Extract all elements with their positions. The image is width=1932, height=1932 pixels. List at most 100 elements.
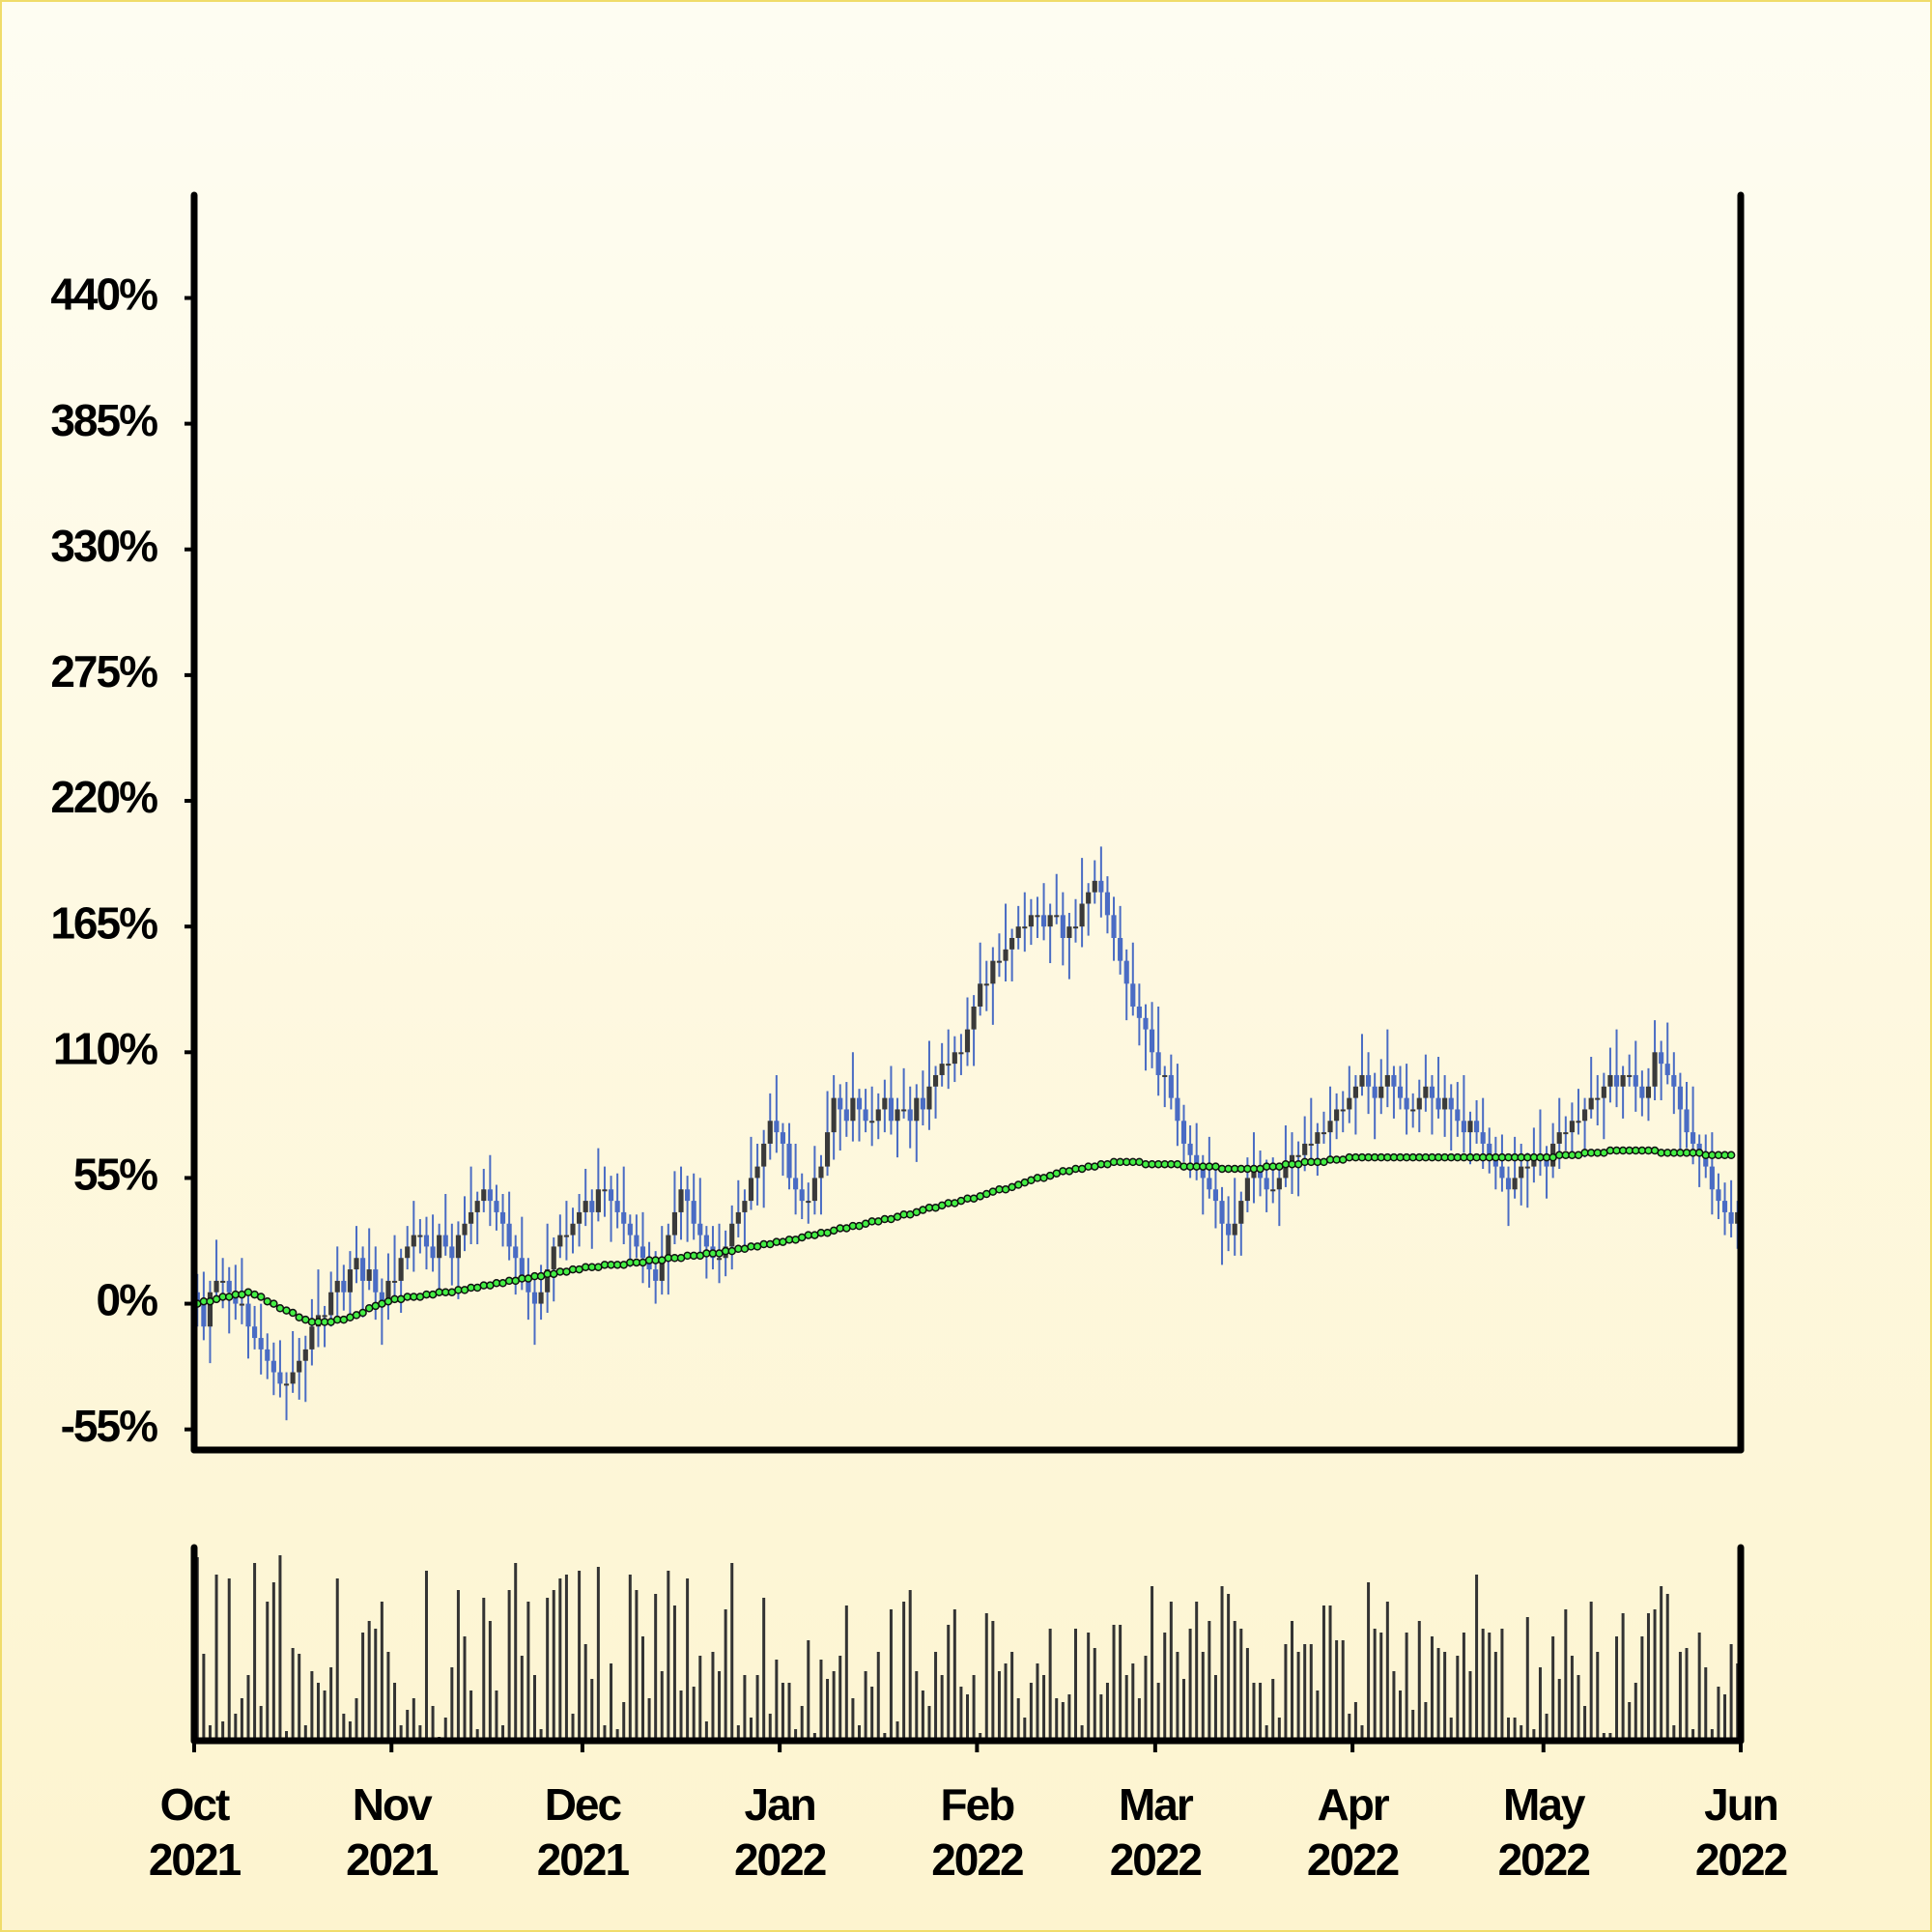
volume-bar [374, 1629, 378, 1741]
candle-body [290, 1372, 296, 1384]
volume-bar [291, 1648, 295, 1741]
x-tick-label: May 2022 [1497, 1779, 1591, 1885]
volume-bar [883, 1733, 887, 1741]
volume-bar [1532, 1729, 1536, 1741]
x-tick-label: Oct 2021 [148, 1779, 242, 1885]
candle-body [1709, 1166, 1715, 1190]
volume-bar [934, 1652, 938, 1741]
volume-bar [1087, 1633, 1091, 1741]
candle-body [1212, 1189, 1219, 1202]
candle-body [939, 1064, 945, 1075]
volume-bar [908, 1590, 912, 1741]
candle-body [983, 983, 989, 986]
volume-bar [979, 1733, 982, 1741]
volume-bar [406, 1710, 410, 1741]
candle-body [767, 1121, 773, 1144]
candle-body [474, 1201, 480, 1212]
candle-body [277, 1372, 283, 1384]
volume-bar [316, 1683, 320, 1741]
volume-bar [1284, 1644, 1288, 1741]
volume-bar [1475, 1575, 1479, 1741]
volume-bar [1373, 1629, 1377, 1741]
candle-body [971, 1006, 977, 1030]
candle-body [220, 1280, 226, 1283]
candle-body [1677, 1086, 1683, 1110]
volume-bar [718, 1671, 722, 1741]
volume-bar [679, 1690, 683, 1741]
candle-body [398, 1258, 404, 1281]
candle-body [577, 1211, 582, 1224]
candle-body [1664, 1064, 1670, 1075]
candle-body [391, 1280, 398, 1283]
volume-bar [603, 1725, 607, 1741]
volume-bar [1093, 1648, 1096, 1741]
candle-body [449, 1246, 455, 1259]
candle-body [1588, 1097, 1594, 1110]
volume-bar [794, 1729, 798, 1741]
candle-body [341, 1280, 347, 1293]
y-tick-label: 330% [50, 521, 157, 571]
volume-bar [539, 1729, 543, 1741]
candle-body [258, 1338, 264, 1350]
candle-body [1308, 1143, 1314, 1146]
volume-bar [1545, 1714, 1548, 1741]
x-tick-label: Nov 2021 [346, 1779, 439, 1885]
volume-bar [1321, 1605, 1325, 1741]
volume-bar [711, 1652, 715, 1741]
volume-bar [303, 1725, 307, 1741]
volume-bar [1239, 1629, 1243, 1741]
candle-body [1627, 1074, 1633, 1077]
volume-bar [221, 1721, 225, 1741]
candle-body [1175, 1097, 1180, 1122]
moving-average-point [1726, 1151, 1736, 1160]
volume-bar [1010, 1652, 1014, 1741]
volume-bar [558, 1578, 562, 1741]
volume-bar [826, 1679, 830, 1741]
candle-body [1334, 1109, 1340, 1122]
candle-body [754, 1166, 760, 1179]
candle-body [627, 1223, 633, 1236]
candle-body [1703, 1154, 1709, 1167]
volume-bar [1220, 1586, 1224, 1741]
candle-body [1372, 1086, 1378, 1098]
y-tick-label: -55% [61, 1401, 157, 1451]
volume-bar [393, 1683, 397, 1741]
volume-bar [1577, 1675, 1580, 1741]
volume-bar [895, 1721, 899, 1741]
candle-body [1047, 915, 1053, 927]
candle-body [1060, 915, 1065, 938]
volume-bar [246, 1675, 250, 1741]
volume-bar [1137, 1698, 1141, 1741]
volume-bar [1691, 1729, 1695, 1741]
candle-body [716, 1258, 723, 1261]
candle-body [685, 1189, 691, 1202]
volume-bar [1430, 1636, 1434, 1741]
volume-bar [1646, 1613, 1650, 1741]
volume-bar [1055, 1698, 1059, 1741]
candle-body [513, 1246, 519, 1259]
candle-body [1613, 1074, 1620, 1087]
volume-bar [1678, 1652, 1682, 1741]
candle-body [1155, 1052, 1161, 1075]
volume-bar [367, 1621, 371, 1741]
volume-bar [1493, 1652, 1497, 1741]
candle-body [697, 1223, 703, 1236]
candle-body [907, 1109, 913, 1122]
volume-bar [730, 1563, 734, 1741]
candle-body [531, 1292, 538, 1304]
volume-bar [819, 1660, 823, 1741]
y-tick-label: 385% [50, 395, 157, 445]
candle-body [843, 1109, 849, 1122]
candle-body [1607, 1074, 1613, 1087]
candle-body [1111, 915, 1117, 938]
x-tick-label: Jan 2022 [733, 1779, 827, 1885]
candle-body [1416, 1097, 1422, 1110]
candle-body [964, 1029, 971, 1053]
volume-bar [1124, 1675, 1128, 1741]
volume-bar [672, 1605, 676, 1741]
candle-body [735, 1211, 741, 1224]
volume-bar [1525, 1617, 1529, 1741]
volume-bar [1449, 1718, 1453, 1741]
candle-body [952, 1052, 957, 1065]
volume-bar [214, 1575, 218, 1741]
